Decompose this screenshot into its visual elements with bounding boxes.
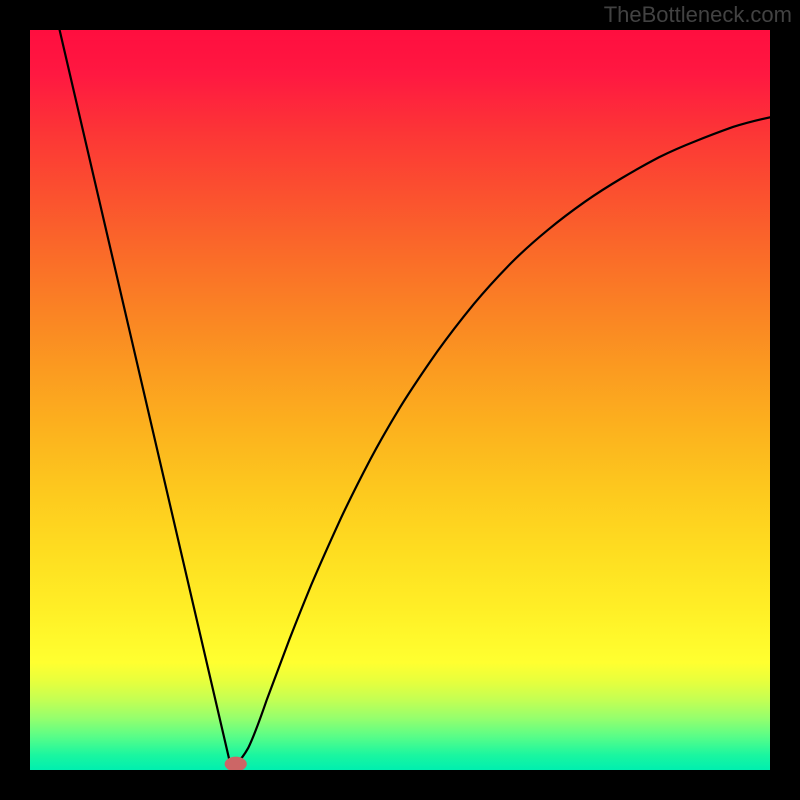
chart-container: TheBottleneck.com [0,0,800,800]
plot-area [30,30,770,770]
plot-svg [30,30,770,770]
watermark-text: TheBottleneck.com [604,2,792,28]
gradient-background [30,30,770,770]
